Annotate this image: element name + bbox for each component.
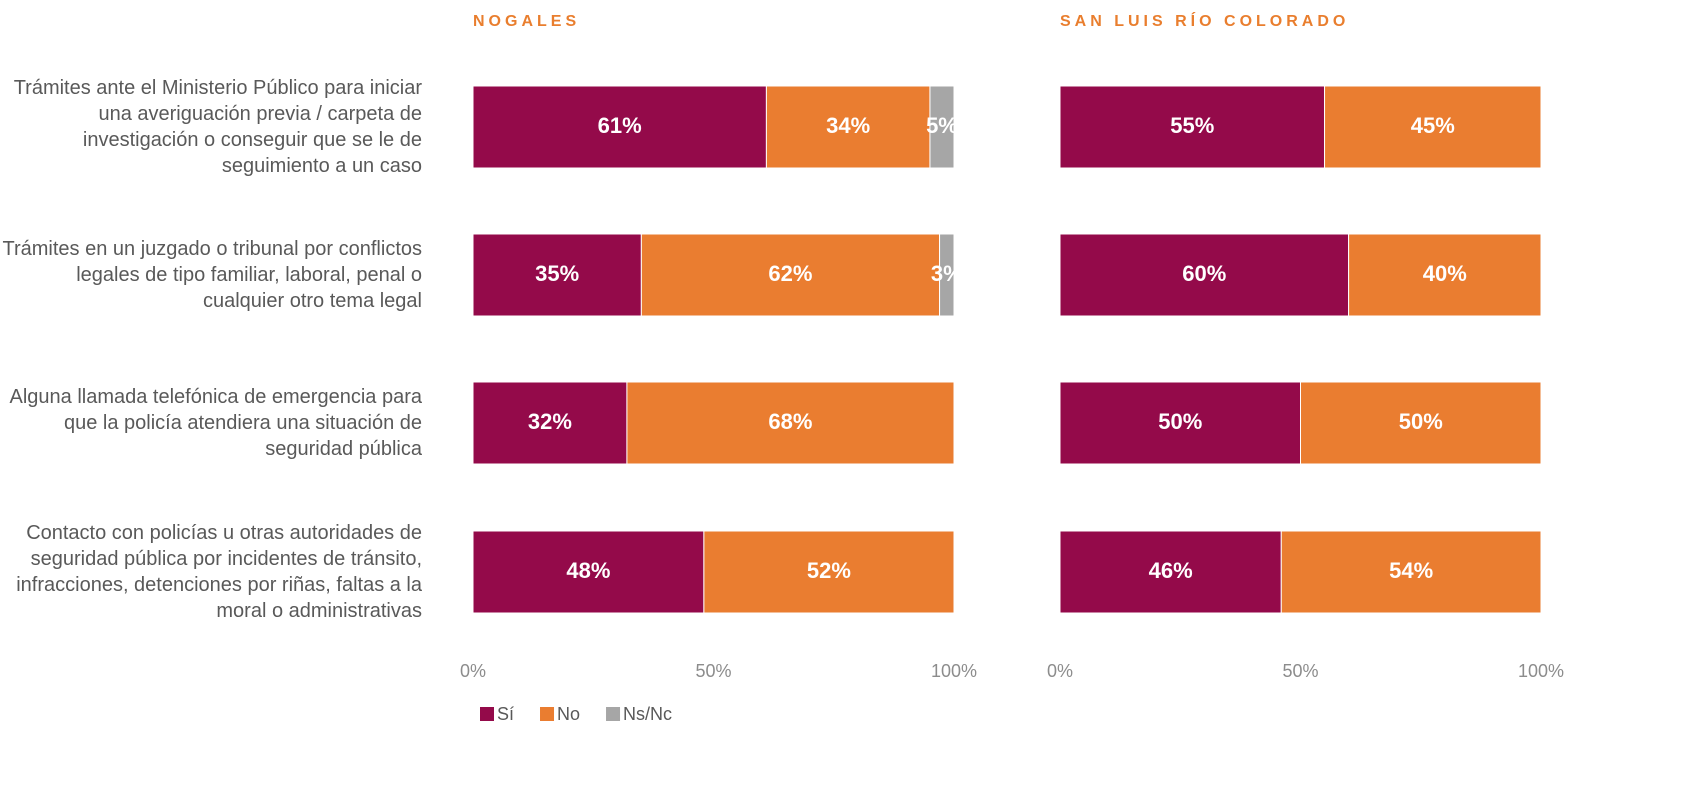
category-label: Contacto con policías u otras autoridade…	[16, 522, 422, 622]
legend-swatch	[606, 707, 621, 721]
x-tick-label: 50%	[1282, 661, 1318, 681]
bar-segment	[1300, 381, 1542, 465]
x-tick-label: 0%	[1047, 661, 1073, 681]
bar-segment	[640, 233, 941, 317]
bar-segment	[939, 233, 955, 317]
legend-label: Ns/Nc	[623, 704, 672, 724]
data-label: 5%	[926, 113, 958, 138]
data-label: 54%	[1389, 558, 1433, 583]
x-tick-label: 100%	[931, 661, 977, 681]
bar-segment	[472, 233, 642, 317]
category-label: Trámites ante el Ministerio Público para…	[13, 77, 422, 177]
x-tick-label: 100%	[1518, 661, 1564, 681]
data-label: 3%	[931, 261, 963, 286]
x-tick-label: 50%	[695, 661, 731, 681]
bar-segment	[1059, 85, 1326, 169]
data-label: 55%	[1170, 113, 1214, 138]
data-label: 35%	[535, 261, 579, 286]
data-label: 60%	[1182, 261, 1226, 286]
data-label: 34%	[826, 113, 870, 138]
bar-segment	[1348, 233, 1542, 317]
bar-segment	[929, 85, 955, 169]
data-label: 50%	[1158, 409, 1202, 434]
data-label: 48%	[566, 558, 610, 583]
legend-swatch	[540, 707, 555, 721]
bar-segment	[703, 530, 955, 614]
data-label: 46%	[1149, 558, 1193, 583]
bar-segment	[1059, 233, 1350, 317]
bar-segment	[472, 381, 628, 465]
data-label: 52%	[807, 558, 851, 583]
bar-segment	[1324, 85, 1542, 169]
category-label: Trámites en un juzgado o tribunal por co…	[2, 238, 422, 312]
legend-swatch	[480, 707, 494, 721]
chart-title: SAN LUIS RÍO COLORADO	[1060, 11, 1349, 30]
chart-title: NOGALES	[473, 13, 580, 30]
bar-segment	[626, 381, 955, 465]
data-label: 68%	[768, 409, 812, 434]
data-label: 62%	[768, 261, 812, 286]
bar-segment	[1280, 530, 1542, 614]
data-label: 45%	[1411, 113, 1455, 138]
category-label: Alguna llamada telefónica de emergencia …	[9, 386, 423, 460]
data-label: 50%	[1399, 409, 1443, 434]
data-label: 61%	[598, 113, 642, 138]
bar-segment	[1059, 381, 1301, 465]
bar-segment	[1059, 530, 1282, 614]
data-label: 40%	[1423, 261, 1467, 286]
legend-label: Sí	[497, 704, 514, 724]
x-tick-label: 0%	[460, 661, 486, 681]
data-label: 32%	[528, 409, 572, 434]
legend-label: No	[557, 704, 580, 724]
bar-segment	[472, 530, 705, 614]
